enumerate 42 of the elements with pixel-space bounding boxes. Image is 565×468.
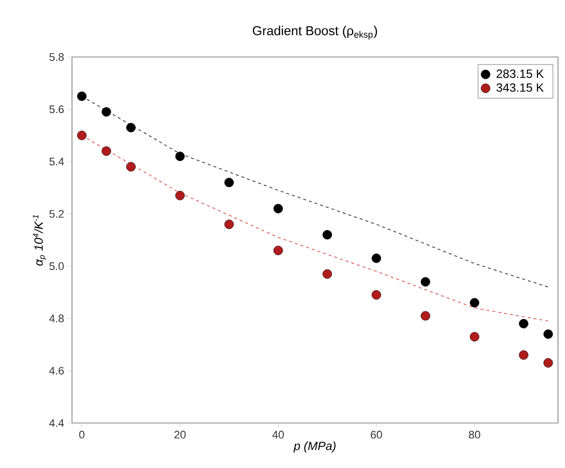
x-tick-label: 20 xyxy=(174,430,186,439)
point xyxy=(224,220,234,230)
point xyxy=(175,152,185,162)
y-tick-label: 5.6 xyxy=(49,105,64,114)
point xyxy=(420,277,430,287)
y-axis-title: α$_{p}$ 10$^{4}$/K$^{-1}$ xyxy=(32,215,46,266)
point xyxy=(322,269,332,279)
y-tick-label: 4.8 xyxy=(49,314,64,322)
point xyxy=(543,329,553,339)
y-tick-label: 5.8 xyxy=(49,53,64,61)
point xyxy=(470,298,480,308)
y-tick-label: 4.4 xyxy=(49,419,64,427)
point xyxy=(102,146,112,156)
y-tick-label: 5.4 xyxy=(49,158,64,166)
point xyxy=(322,230,332,240)
point xyxy=(224,178,234,188)
legend-label: 343.15 K xyxy=(496,83,544,92)
point xyxy=(273,204,283,214)
point xyxy=(470,332,480,342)
point xyxy=(420,311,430,321)
point xyxy=(518,318,528,328)
point xyxy=(126,162,136,172)
point xyxy=(102,107,112,117)
x-tick-label: 0 xyxy=(79,430,84,439)
legend-label: 283.15 K xyxy=(496,70,544,78)
y-tick-label: 5.0 xyxy=(49,262,64,270)
point xyxy=(372,290,382,300)
x-tick-label: 40 xyxy=(272,430,284,439)
point xyxy=(77,130,87,140)
x-tick-label: 80 xyxy=(468,430,480,439)
point xyxy=(518,350,528,360)
point xyxy=(175,190,185,200)
y-tick-label: 5.2 xyxy=(49,210,64,218)
point xyxy=(372,254,382,263)
point xyxy=(77,92,87,101)
chart-title: Gradient Boost (ρ$_{eksp}$) xyxy=(252,26,378,40)
point xyxy=(273,246,283,256)
x-axis-title: p (MPa) xyxy=(293,441,336,453)
x-tick-label: 60 xyxy=(370,430,382,439)
point xyxy=(126,122,136,132)
point xyxy=(543,358,553,368)
y-tick-label: 4.6 xyxy=(49,366,64,375)
